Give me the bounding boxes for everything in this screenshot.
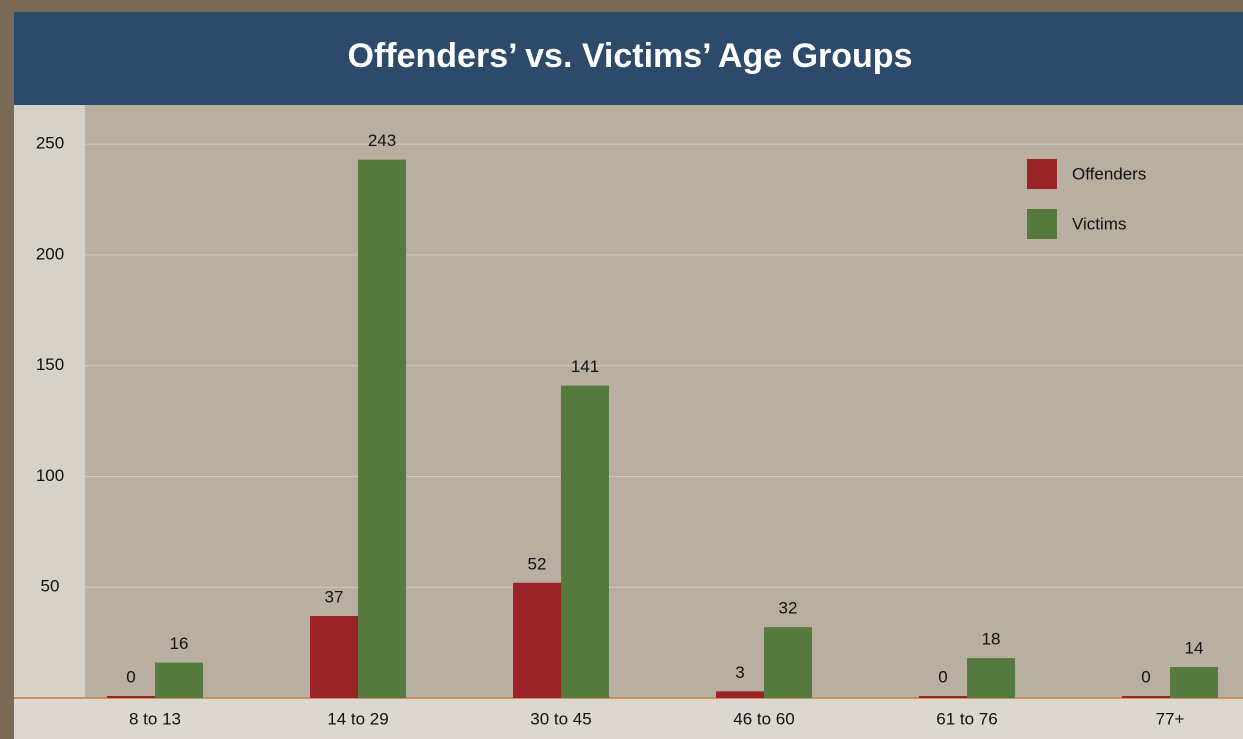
value-label: 16 [170,634,189,653]
bar [513,582,561,698]
y-tick-label: 50 [41,577,60,596]
legend-label: Offenders [1072,164,1146,183]
bar [967,658,1015,698]
y-axis-strip [14,105,85,698]
x-tick-label: 14 to 29 [327,709,388,728]
legend-swatch [1027,159,1057,189]
bar [1122,696,1170,698]
y-tick-label: 250 [36,134,64,153]
bar [155,662,203,698]
x-tick-label: 30 to 45 [530,709,591,728]
bar [561,385,609,698]
value-label: 14 [1185,638,1204,657]
bar [358,159,406,698]
y-tick-label: 100 [36,466,64,485]
y-tick-label: 200 [36,244,64,263]
bar [107,696,155,698]
bar [716,691,764,698]
bar [919,696,967,698]
value-label: 141 [571,357,599,376]
plot-background [14,12,1243,739]
bar [310,616,358,698]
value-label: 0 [1141,667,1150,686]
value-label: 3 [735,663,744,682]
title-bar [14,12,1243,105]
value-label: 0 [938,667,947,686]
legend-label: Victims [1072,214,1126,233]
bar [1170,666,1218,698]
chart-title: Offenders’ vs. Victims’ Age Groups [348,37,913,75]
x-tick-label: 61 to 76 [936,709,997,728]
x-axis-strip [14,698,1243,739]
y-tick-label: 150 [36,355,64,374]
x-tick-label: 77+ [1156,709,1185,728]
value-label: 0 [126,667,135,686]
value-label: 52 [528,554,547,573]
value-label: 37 [325,588,344,607]
x-tick-label: 46 to 60 [733,709,794,728]
legend-swatch [1027,209,1057,239]
value-label: 32 [779,599,798,618]
value-label: 243 [368,131,396,150]
value-label: 18 [982,630,1001,649]
x-tick-label: 8 to 13 [129,709,181,728]
bar [764,627,812,698]
